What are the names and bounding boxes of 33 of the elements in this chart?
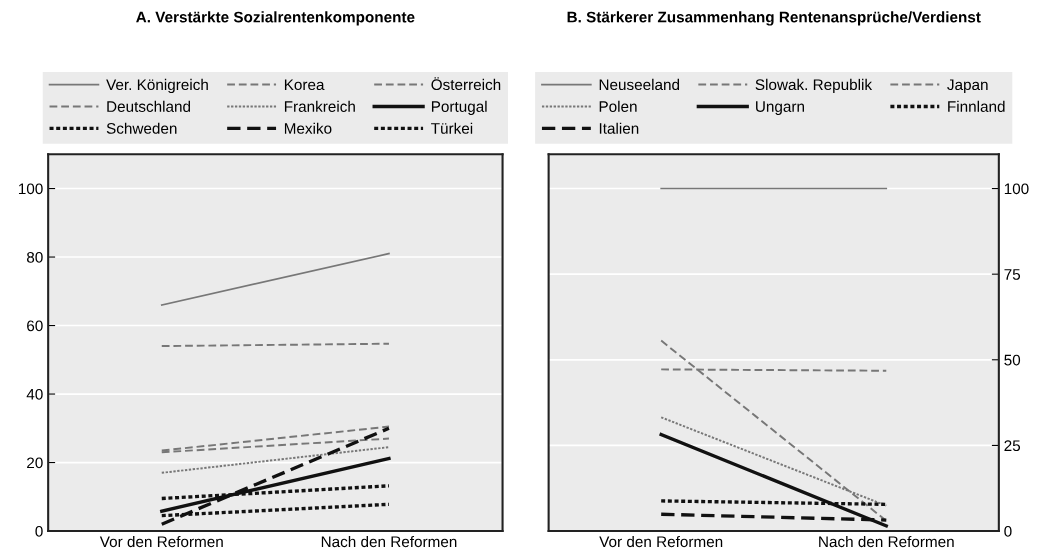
y-tick-label: 100 [18,183,43,195]
legend-label: Neuseeland [599,78,680,91]
legend-label: Finnland [948,100,1005,112]
legend-label: Frankreich [284,100,355,112]
y-tick-label: 25 [1004,440,1021,452]
chart-title: A. Verstärkte Sozialrentenkomponente [136,11,415,26]
legend-label: Slowak. Republik [755,78,873,94]
x-tick-label: Nach den Reformen [819,535,954,548]
legend-label: Deutschland [107,100,191,112]
legend-label: Türkei [431,122,473,134]
y-tick-label: 60 [27,320,43,332]
y-tick-label: 50 [1004,354,1021,366]
legend-label: Ungarn [756,101,804,115]
legend-label: Japan [947,79,988,94]
y-tick-label: 0 [1004,525,1012,537]
legend-label: Mexiko [284,122,332,134]
legend-label: Italien [599,122,639,134]
chart-title: B. Stärkerer Zusammenhang Rentenansprüche/Verdienst [567,11,981,26]
legend-label: Polen [599,100,637,112]
legend-label: Schweden [106,122,177,134]
y-tick-label: 40 [26,388,43,400]
legend-label: Ver. Königreich [106,78,208,94]
legend-label: Portugal [431,100,487,115]
y-tick-label: 80 [26,251,43,263]
x-tick-label: Nach den Reformen [321,535,457,548]
legend-label: Korea [284,79,325,91]
x-tick-label: Vor den Reformen [99,535,223,548]
legend-label: Österreich [431,77,501,91]
y-tick-label: 0 [35,525,43,537]
y-tick-label: 20 [27,457,43,469]
y-tick-label: 100 [1004,183,1029,195]
y-tick-label: 75 [1004,269,1021,280]
x-tick-label: Vor den Reformen [599,535,723,548]
